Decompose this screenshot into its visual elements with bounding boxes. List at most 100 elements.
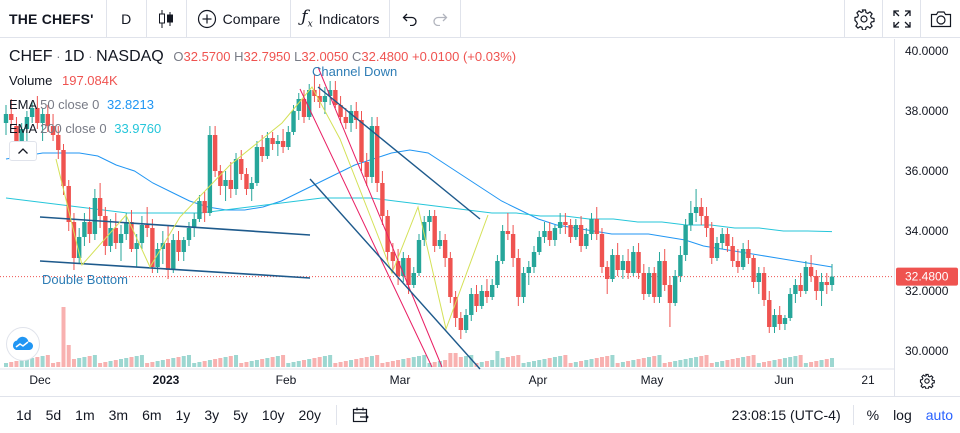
- volume-bar: [396, 360, 401, 367]
- candle-body: [338, 105, 343, 117]
- volume-bar: [427, 363, 432, 367]
- range-6m-button[interactable]: 6m: [142, 407, 162, 423]
- candle-body: [787, 294, 793, 318]
- undo-redo-group: [390, 0, 462, 38]
- volume-bar: [155, 361, 160, 367]
- legend-open: 32.5700: [183, 49, 231, 64]
- volume-bar: [422, 355, 427, 367]
- volume-bar: [223, 357, 228, 367]
- candle-body: [526, 267, 531, 273]
- price-axis-label: 36.0000: [905, 164, 949, 178]
- range-1d-button[interactable]: 1d: [16, 407, 32, 423]
- candle-body: [725, 234, 730, 246]
- candle-body: [307, 90, 312, 117]
- volume-bar: [364, 357, 369, 367]
- fullscreen-button[interactable]: [882, 0, 920, 38]
- volume-bar: [354, 359, 359, 367]
- volume-bar: [45, 355, 50, 367]
- candle-body: [134, 243, 139, 249]
- volume-bar: [641, 358, 646, 367]
- candle-body: [56, 135, 61, 150]
- snapshot-button[interactable]: [920, 0, 960, 38]
- volume-bar: [349, 360, 354, 367]
- legend-ema200-row[interactable]: EMA 200 close 0 33.9760: [9, 117, 516, 141]
- range-10y-button[interactable]: 10y: [261, 407, 285, 423]
- volume-bar: [56, 362, 61, 367]
- undo-icon[interactable]: [402, 12, 418, 26]
- price-chart[interactable]: 40.0000 38.0000 36.0000 34.0000 32.0000 30.00…: [0, 39, 960, 396]
- volume-bar: [830, 358, 834, 367]
- legend-ema50-row[interactable]: EMA 50 close 0 32.8213: [9, 93, 516, 117]
- volume-bar: [124, 358, 129, 367]
- bottom-divider: [852, 405, 854, 425]
- candle-body: [735, 261, 741, 267]
- range-5d-button[interactable]: 5d: [45, 407, 62, 423]
- log-scale-toggle[interactable]: log: [893, 407, 912, 423]
- fullscreen-icon: [892, 9, 911, 28]
- volume-bar: [699, 356, 704, 367]
- volume-bar: [652, 356, 657, 367]
- auto-scale-toggle[interactable]: auto: [925, 407, 953, 423]
- volume-bar: [626, 361, 631, 367]
- candle-body: [803, 267, 809, 291]
- range-5y-button[interactable]: 5y: [233, 407, 248, 423]
- candle-body: [652, 273, 657, 297]
- volume-bar: [176, 357, 181, 367]
- candle-body: [594, 219, 599, 234]
- legend-collapse-button[interactable]: [9, 141, 37, 161]
- range-3y-button[interactable]: 3y: [204, 407, 220, 423]
- goto-date-button[interactable]: [345, 397, 377, 433]
- chart-type-button[interactable]: [147, 0, 187, 38]
- volume-bar: [782, 358, 787, 367]
- time-axis-label: Dec: [29, 373, 50, 387]
- range-1y-button[interactable]: 1y: [175, 407, 191, 423]
- bottom-toolbar: 1d 5d 1m 3m 6m 1y 3y 5y 10y 20y 23:08:15…: [0, 396, 960, 433]
- candle-body: [730, 246, 735, 261]
- candle-body: [186, 228, 192, 240]
- candle-body: [484, 291, 490, 297]
- legend-change: +0.0100 (+0.03%): [412, 49, 517, 64]
- range-1m-button[interactable]: 1m: [75, 407, 95, 423]
- redo-icon[interactable]: [432, 12, 448, 26]
- candle-body: [505, 231, 511, 234]
- symbol-search-button[interactable]: THE CHEFS': [0, 0, 107, 38]
- volume-bar: [495, 351, 500, 367]
- compare-button[interactable]: Compare: [187, 0, 292, 38]
- settings-button[interactable]: [844, 0, 882, 38]
- candle-body: [286, 132, 291, 147]
- candle-body: [578, 225, 584, 246]
- chart-pane[interactable]: 40.0000 38.0000 36.0000 34.0000 32.0000 30.00…: [0, 39, 960, 396]
- clock-timezone[interactable]: 23:08:15 (UTC-4): [731, 407, 841, 423]
- volume-bar: [343, 361, 348, 367]
- channel-down-label: Channel Down: [312, 64, 397, 79]
- volume-bar: [51, 363, 56, 367]
- range-3m-button[interactable]: 3m: [108, 407, 129, 423]
- range-20y-button[interactable]: 20y: [298, 407, 322, 423]
- legend-main-row: CHEF · 1D · NASDAQ O32.5700 H32.7950 L32…: [9, 48, 517, 65]
- candle-body: [782, 318, 788, 324]
- channel-line-lower: [299, 88, 433, 368]
- candle-body: [678, 255, 683, 276]
- volume-bar: [24, 359, 29, 367]
- scale-settings-button[interactable]: [894, 369, 960, 393]
- volume-bar: [631, 360, 636, 367]
- volume-bar: [98, 363, 103, 367]
- volume-bar: [61, 307, 66, 367]
- volume-bar: [411, 357, 416, 367]
- indicators-button[interactable]: ƒx Indicators: [291, 0, 391, 38]
- volume-bar: [636, 359, 641, 367]
- volume-bar: [417, 356, 421, 367]
- volume-bar: [458, 357, 463, 367]
- candle-body: [563, 222, 568, 225]
- volume-bar: [19, 360, 24, 367]
- top-toolbar: THE CHEFS' D Compare ƒx Indicators: [0, 0, 960, 38]
- candle-body: [233, 159, 239, 189]
- percent-scale-toggle[interactable]: %: [866, 407, 880, 423]
- legend-volume-row[interactable]: Volume 197.084K: [9, 69, 516, 93]
- tradingview-logo[interactable]: [6, 327, 40, 361]
- volume-bar: [359, 358, 364, 367]
- volume-bar: [526, 362, 531, 367]
- volume-bar: [260, 359, 265, 367]
- interval-button[interactable]: D: [107, 0, 147, 38]
- candle-body: [108, 228, 113, 246]
